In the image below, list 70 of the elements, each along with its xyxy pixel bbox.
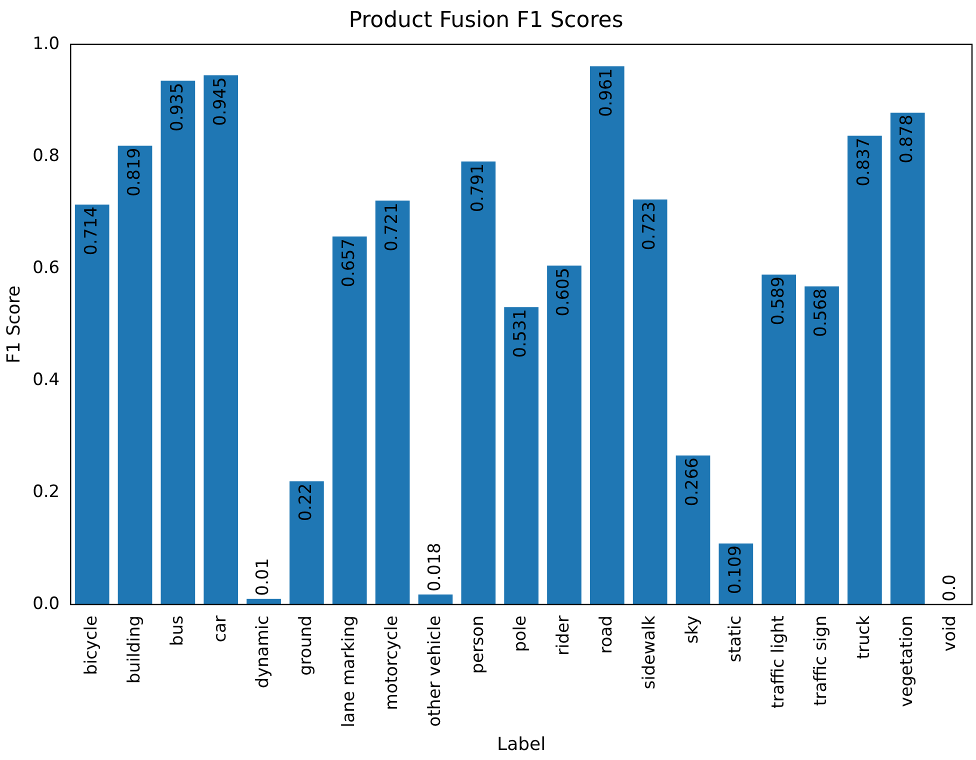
bar	[290, 481, 324, 605]
y-tick-label: 0.0	[32, 594, 60, 614]
data-label: 0.266	[682, 458, 702, 506]
x-tick-label: car	[210, 616, 230, 642]
data-label: 0.945	[210, 77, 230, 126]
bar	[804, 286, 839, 605]
bar	[762, 274, 796, 605]
data-label: 0.961	[596, 68, 617, 117]
x-tick-label: bicycle	[82, 616, 102, 675]
bar	[375, 200, 410, 605]
bar	[332, 236, 367, 605]
x-tick-label: bus	[167, 615, 188, 646]
bar	[204, 75, 238, 605]
x-tick-label: vegetation	[897, 616, 918, 707]
x-tick-label: sidewalk	[640, 615, 660, 690]
x-tick-label: truck	[854, 615, 874, 660]
bar	[118, 146, 152, 605]
x-tick-label: traffic light	[768, 615, 788, 708]
bar	[418, 594, 453, 605]
x-axis-title: Label	[497, 734, 546, 755]
bar	[676, 456, 710, 605]
y-tick-label: 0.2	[32, 482, 60, 502]
data-label: 0.531	[510, 309, 531, 358]
x-tick-label: ground	[296, 616, 316, 676]
x-tick-label: rider	[554, 616, 574, 656]
data-label: 0.723	[640, 202, 660, 250]
bar	[890, 112, 925, 605]
data-label: 0.721	[382, 202, 402, 252]
bar	[848, 136, 882, 605]
bar	[590, 66, 624, 605]
x-tick-label: motorcycle	[382, 616, 402, 710]
data-label: 0.878	[897, 114, 918, 164]
data-label: 0.01	[253, 558, 274, 596]
x-tick-label: building	[124, 616, 144, 684]
bar	[504, 307, 538, 605]
x-tick-label: sky	[682, 616, 702, 644]
y-tick-label: 1.0	[32, 34, 60, 54]
x-tick-label: void	[940, 616, 960, 652]
y-tick-label: 0.4	[32, 370, 60, 390]
data-label: 0.109	[725, 545, 746, 594]
x-tick-label: traffic sign	[811, 616, 832, 706]
bar	[246, 598, 281, 605]
x-tick-label: other vehicle	[424, 616, 445, 727]
data-label: 0.791	[468, 163, 488, 212]
data-label: 0.589	[768, 276, 788, 326]
bar	[160, 80, 196, 605]
y-tick-label: 0.6	[32, 258, 60, 278]
x-tick-label: static	[725, 616, 746, 662]
data-label: 0.819	[124, 148, 144, 196]
data-label: 0.657	[339, 238, 360, 288]
data-label: 0.935	[167, 82, 188, 132]
data-label: 0.568	[811, 288, 832, 338]
bar	[632, 200, 668, 605]
data-label: 0.605	[554, 268, 574, 316]
data-label: 0.0	[940, 574, 960, 602]
x-tick-label: person	[468, 616, 488, 674]
x-tick-label: lane marking	[339, 616, 360, 728]
y-tick-label: 0.8	[32, 146, 60, 166]
chart-title: Product Fusion F1 Scores	[348, 8, 624, 33]
data-label: 0.714	[82, 206, 102, 256]
bar	[74, 204, 110, 605]
bar	[461, 161, 496, 605]
data-label: 0.22	[296, 483, 316, 522]
x-tick-label: dynamic	[253, 616, 274, 688]
x-tick-label: pole	[510, 616, 531, 652]
bar	[547, 266, 582, 605]
x-tick-label: road	[596, 616, 617, 654]
y-axis-title: F1 Score	[3, 285, 24, 364]
data-label: 0.837	[854, 138, 874, 186]
data-label: 0.018	[424, 542, 445, 592]
